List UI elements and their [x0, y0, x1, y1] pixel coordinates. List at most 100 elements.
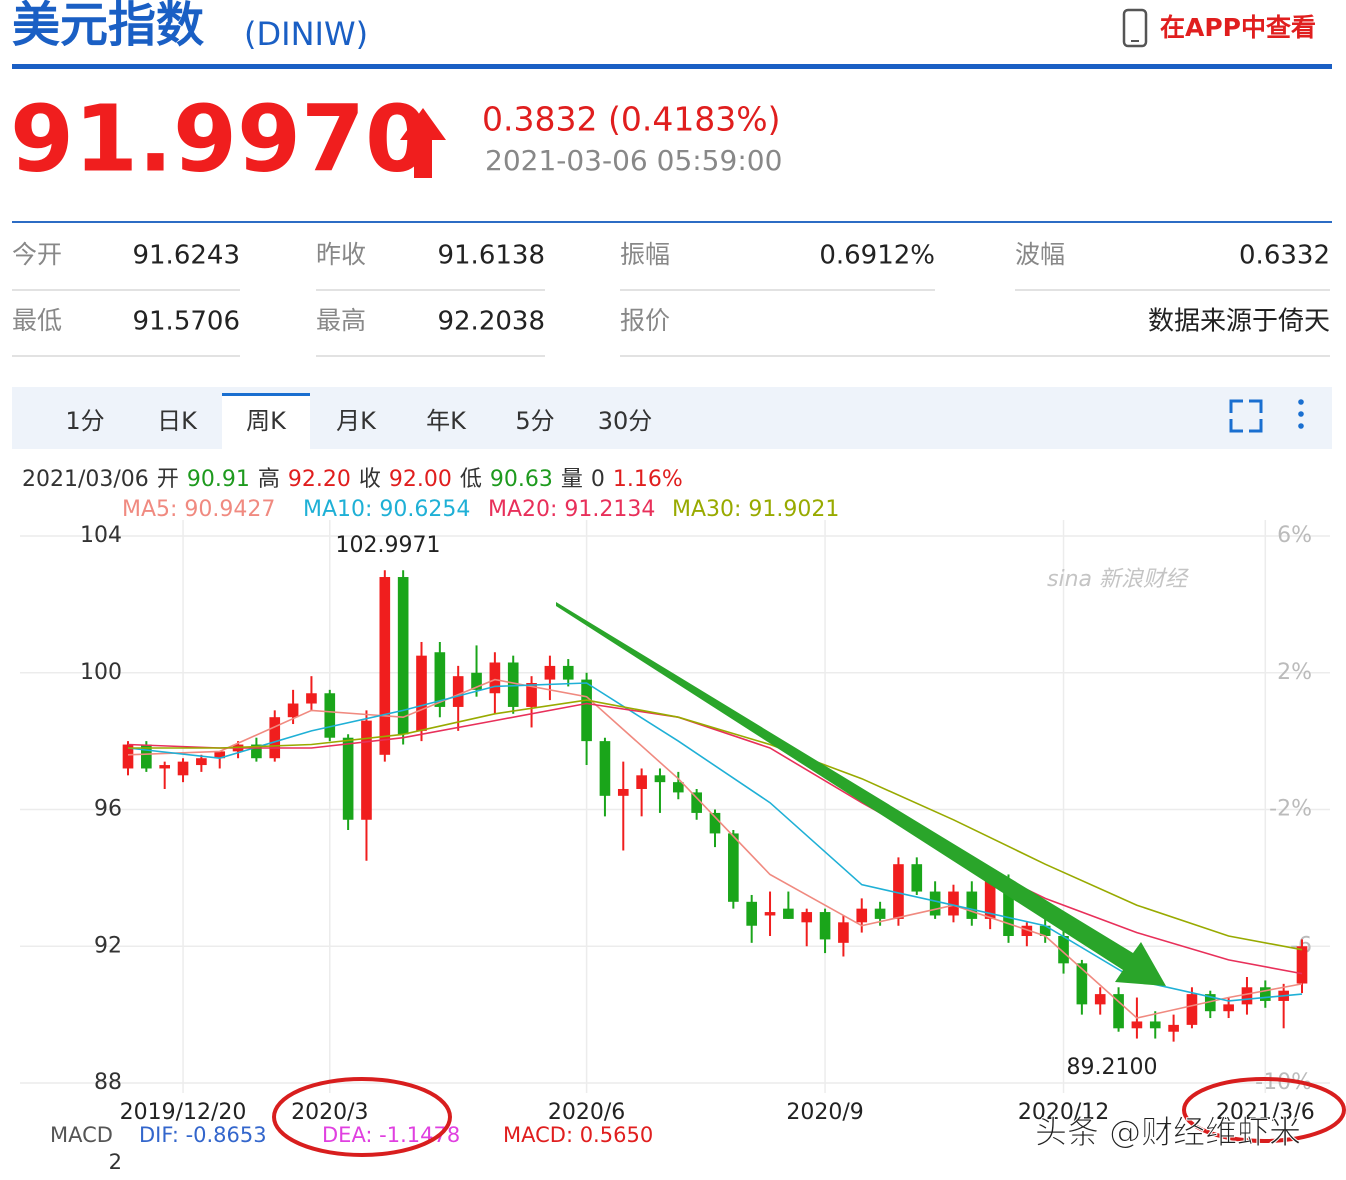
x-tick-label: 2020/12	[1018, 1100, 1109, 1125]
x-tick-label: 2020/3	[291, 1100, 368, 1125]
watermark-author: 头条 @财经维虾米	[1035, 1113, 1301, 1151]
highlight-ring	[272, 1077, 452, 1157]
stat-value: 91.6243	[132, 241, 240, 271]
up-arrow	[400, 108, 446, 178]
stat-label: 今开	[12, 240, 62, 269]
candle-body	[1076, 963, 1088, 1005]
x-tick-label: 2020/9	[786, 1100, 863, 1125]
candle-body	[1113, 994, 1124, 1029]
ma-line	[127, 702, 1303, 975]
macd-tick: 2	[109, 1150, 122, 1174]
y-tick-label: 96	[94, 797, 122, 822]
candle-body	[361, 720, 372, 820]
candle-body	[728, 833, 739, 902]
candle-body	[617, 788, 629, 796]
candle-body	[214, 751, 226, 759]
legend-entry: MA20: 91.2134	[488, 497, 655, 522]
info-part: 量	[561, 467, 583, 492]
candle-body	[122, 744, 134, 769]
candle-body	[544, 665, 556, 680]
candle-body	[819, 912, 831, 940]
quote-rule	[12, 221, 1332, 223]
candle-body	[691, 792, 702, 813]
candle-body	[452, 676, 464, 707]
menu-dot[interactable]	[1298, 399, 1304, 405]
info-part: 92.00	[389, 467, 452, 492]
stat-label: 昨收	[316, 240, 366, 269]
tab[interactable]: 月K	[336, 407, 377, 435]
candle-body	[1186, 994, 1198, 1025]
candle-body	[783, 908, 794, 919]
candle-body	[746, 901, 758, 926]
candle-body	[581, 679, 592, 742]
tab[interactable]: 年K	[426, 407, 467, 435]
candle-body	[948, 891, 959, 916]
title: 美元指数	[12, 0, 204, 53]
info-line: 2021/03/06 开 90.91 高 92.20 收 92.00 低 90.63 量 0 1.16…	[22, 467, 683, 492]
candle-body	[342, 737, 354, 820]
tab-bar	[12, 387, 1332, 449]
candle-body	[1168, 1024, 1179, 1032]
candle-body	[1259, 987, 1271, 1001]
candle-body	[397, 577, 409, 735]
tab[interactable]: 30分	[598, 407, 653, 435]
candle-body	[1241, 987, 1253, 1005]
info-part: 0	[591, 467, 605, 492]
app-link[interactable]: 在APP中查看	[1160, 13, 1316, 42]
macd-value: MACD: 0.5650	[503, 1123, 653, 1147]
stat-value: 0.6912%	[819, 241, 935, 271]
macd-title: MACD	[50, 1123, 113, 1147]
legend-entry: MA10: 90.6254	[303, 497, 470, 522]
info-part: 收	[359, 467, 381, 492]
fullscreen-icon[interactable]	[1229, 399, 1263, 433]
candle-body	[672, 782, 684, 793]
tab[interactable]: 周K	[246, 407, 287, 435]
macd-legend: MACD DIF: -0.8653 DEA: -1.1478 MACD: 0.5650…	[50, 1123, 653, 1174]
candle-body	[856, 908, 868, 923]
stat-label: 最低	[12, 306, 62, 335]
candle-body	[874, 908, 886, 919]
phone-icon	[1122, 8, 1148, 48]
y-tick-label: 88	[94, 1070, 122, 1095]
candle-body	[379, 577, 391, 755]
candle-body	[1149, 1021, 1161, 1029]
menu-dot[interactable]	[1298, 411, 1304, 417]
info-part: 92.20	[288, 467, 351, 492]
candle-body	[434, 652, 446, 707]
y-tick-label: 92	[94, 933, 122, 958]
stat-value: 数据来源于倚天	[1148, 307, 1330, 337]
info-part: 90.91	[187, 467, 250, 492]
candle-body	[324, 693, 336, 738]
tab[interactable]: 日K	[157, 407, 198, 435]
candle-body	[1131, 1021, 1143, 1029]
candle-body	[801, 912, 813, 923]
stats: 今开 91.6243 昨收 91.6138 振幅 0.6912% 波幅 0.6332 最低 91.…	[12, 240, 1330, 357]
y-tick-label: 100	[80, 660, 122, 685]
legend-entry: MA30: 91.9021	[672, 497, 839, 522]
candle-body	[929, 891, 941, 916]
candle-body	[1021, 925, 1033, 936]
stat-value: 92.2038	[437, 307, 545, 337]
stat-label: 振幅	[620, 240, 670, 269]
highlight-ring	[1182, 1077, 1346, 1143]
quote-time: 2021-03-06 05:59:00	[485, 144, 782, 177]
info-part: 90.63	[490, 467, 553, 492]
x-tick-label: 2021/3/6	[1216, 1100, 1315, 1125]
info-part: 低	[460, 467, 482, 492]
stat-value: 91.6138	[437, 241, 545, 271]
menu-dot[interactable]	[1298, 423, 1304, 429]
candle-body	[654, 775, 666, 783]
y2-tick-label: -2%	[1269, 797, 1312, 822]
stat-value: 0.6332	[1239, 241, 1330, 271]
x-tick-label: 2019/12/20	[120, 1100, 247, 1125]
change: 0.3832 (0.4183%)	[482, 100, 781, 139]
ma-legend: MA5: 90.9427 MA10: 90.6254 MA20: 91.2134 MA…	[122, 497, 839, 522]
tab[interactable]: 5分	[515, 407, 554, 435]
candle-body	[1223, 1004, 1234, 1012]
tab[interactable]: 1分	[65, 407, 104, 435]
legend-entry: MA5: 90.9427	[122, 497, 275, 522]
y2-tick-label: 2%	[1277, 660, 1312, 685]
y2-tick-label: 6%	[1277, 523, 1312, 548]
